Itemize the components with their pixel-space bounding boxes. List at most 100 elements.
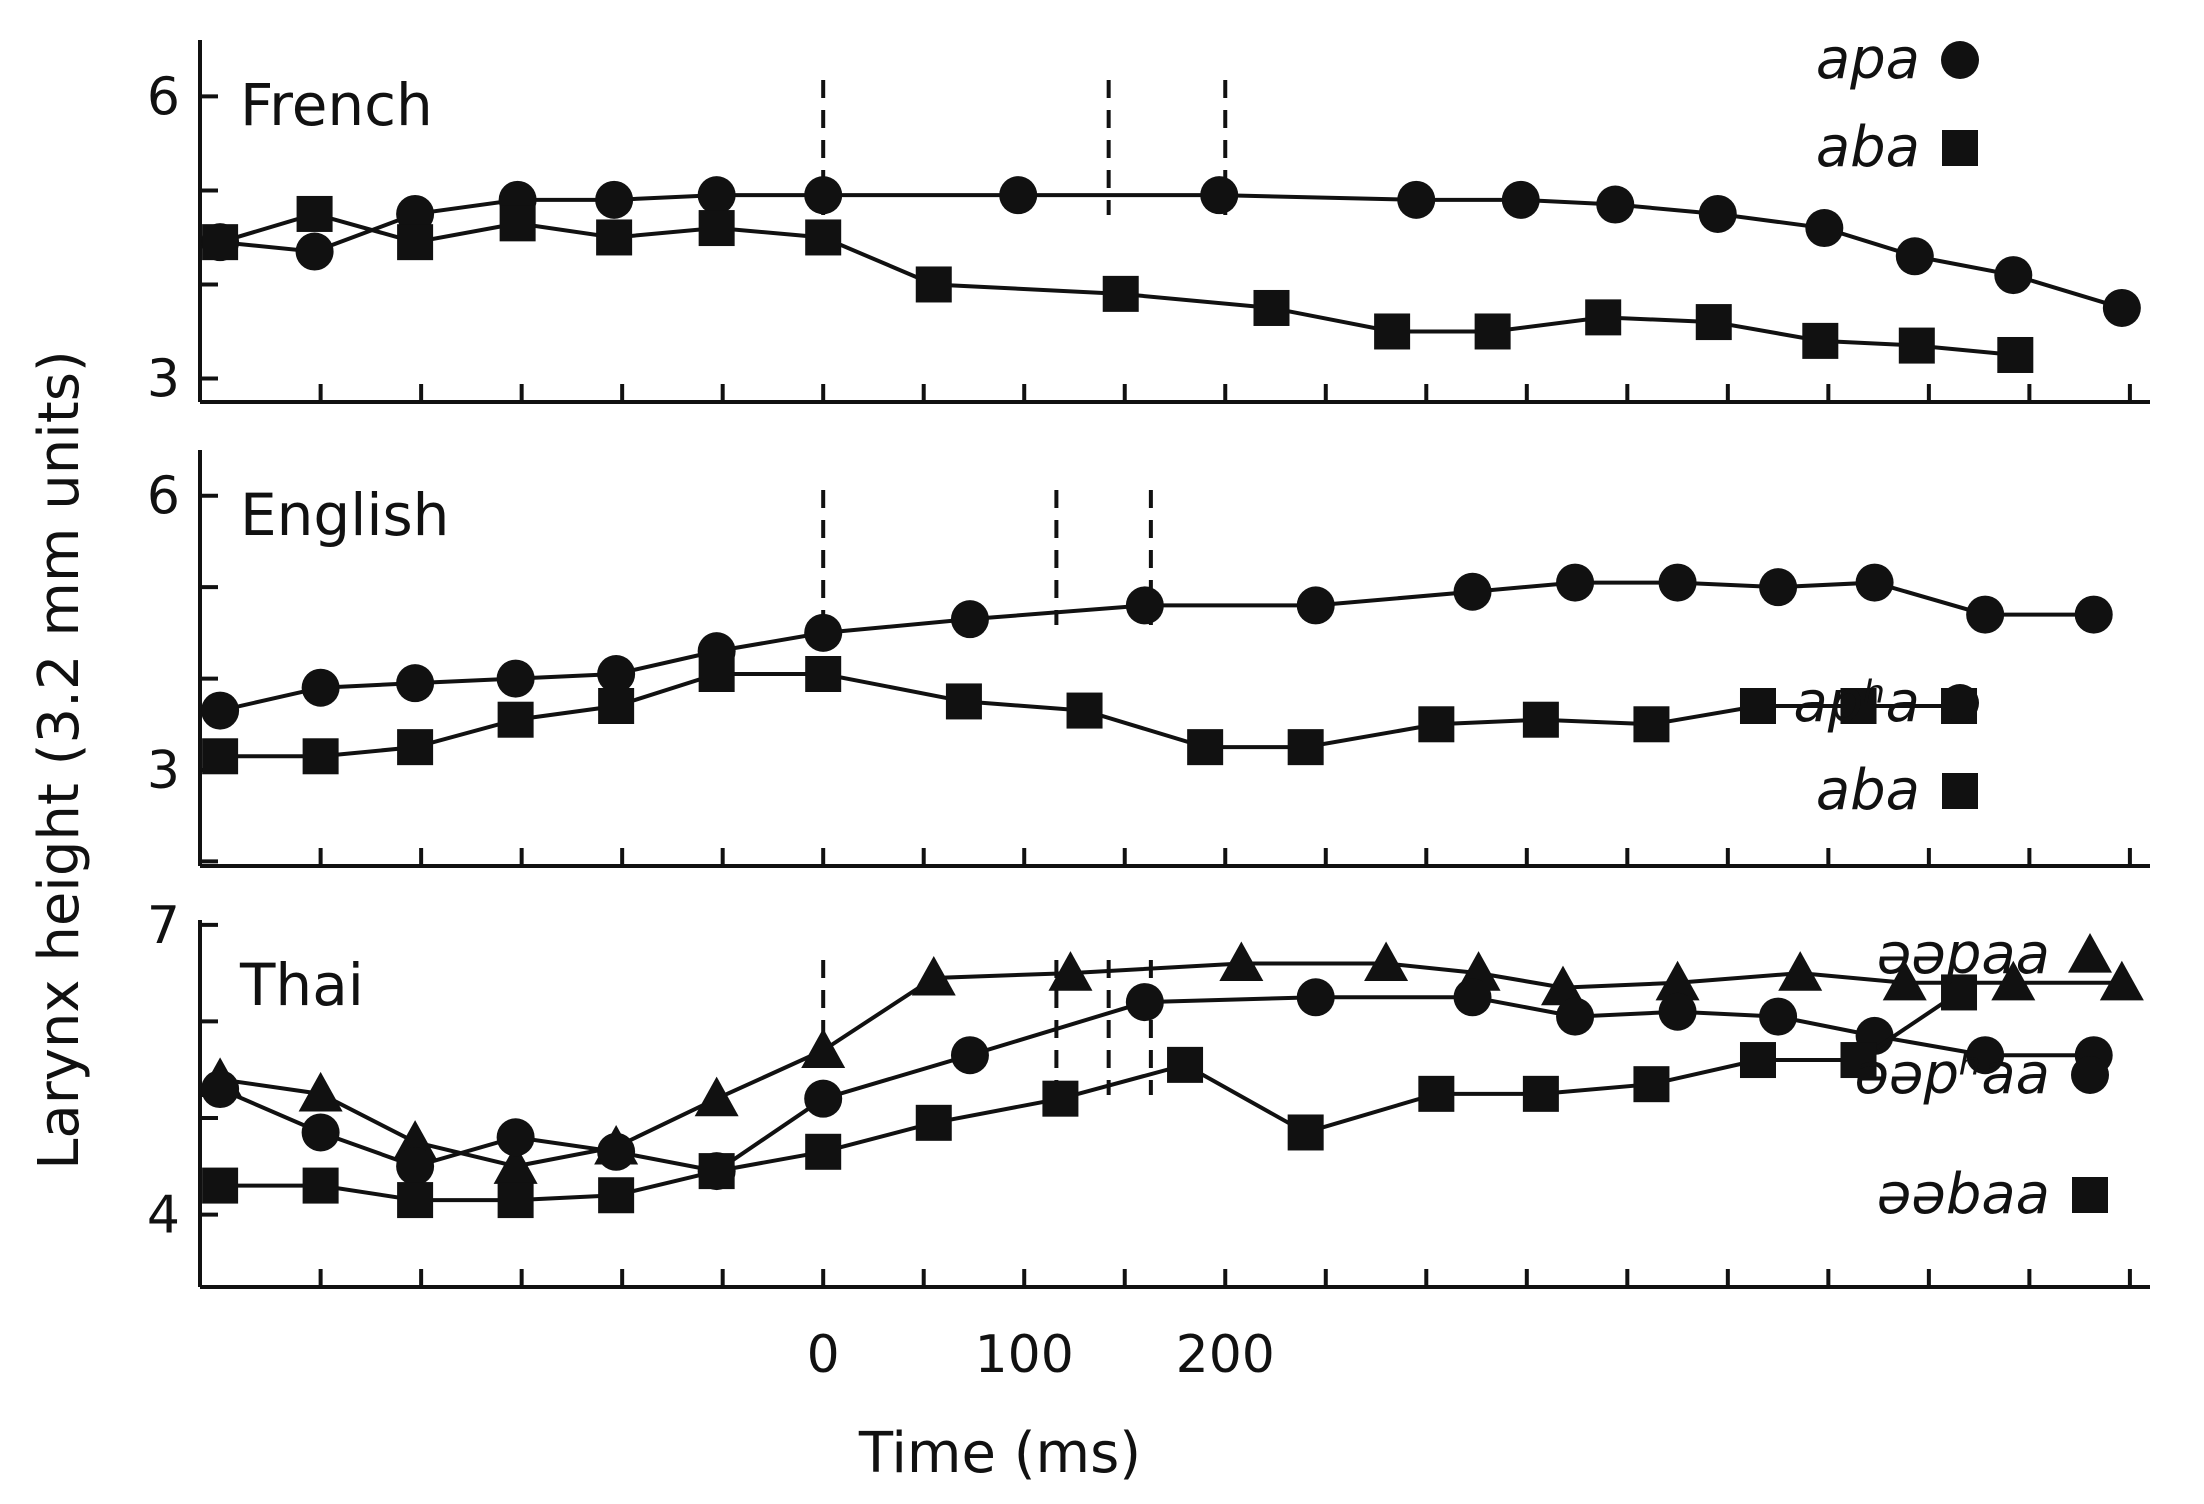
data-point-french-1 — [397, 224, 434, 261]
data-point-thai-0 — [1364, 941, 1409, 982]
data-point-thai-2 — [915, 1104, 952, 1141]
data-point-thai-0 — [1540, 965, 1585, 1006]
series-french-0 — [201, 176, 2141, 327]
panel-english-y-tick-label: 6 — [147, 467, 180, 527]
data-point-english-0 — [597, 655, 636, 693]
data-point-thai-0 — [2099, 960, 2144, 1001]
data-point-thai-1 — [1759, 997, 1798, 1036]
legend-label-french-1: aba — [1816, 115, 1920, 180]
data-point-french-0 — [1596, 185, 1635, 224]
legend-label-thai-1: əəpʰaa — [1855, 1042, 2050, 1107]
data-point-thai-1 — [1658, 992, 1697, 1031]
legend-marker-thai-1 — [2071, 1056, 2109, 1094]
data-point-french-1 — [1102, 275, 1139, 312]
data-point-english-1 — [1287, 729, 1324, 766]
data-point-english-1 — [1633, 706, 1670, 743]
data-point-english-1 — [805, 656, 842, 692]
data-point-thai-1 — [496, 1118, 535, 1157]
data-point-thai-1 — [201, 1070, 240, 1109]
panel-french-title: French — [240, 71, 433, 139]
data-point-french-1 — [499, 205, 536, 242]
data-point-english-0 — [1855, 563, 1894, 602]
data-point-thai-2 — [202, 1167, 239, 1204]
panel-french: 3 6 French apa aba — [147, 27, 2150, 409]
data-point-french-1 — [1474, 313, 1511, 350]
legend-marker-english-0 — [1941, 684, 1979, 722]
data-point-french-1 — [1585, 299, 1622, 336]
data-point-french-0 — [1698, 194, 1737, 233]
data-point-french-0 — [1895, 237, 1934, 276]
series-french-1 — [202, 195, 2034, 373]
panel-thai-title: Thai — [239, 951, 364, 1019]
data-point-thai-1 — [804, 1079, 843, 1118]
data-point-french-1 — [1374, 313, 1411, 350]
data-point-english-0 — [1296, 586, 1335, 625]
data-point-thai-1 — [301, 1113, 340, 1152]
data-point-english-0 — [1759, 568, 1798, 607]
chart-panels: 3 6 French apa aba 3 6 English apʰa aba 4 7 Thai əəpa… — [147, 27, 2150, 1289]
x-tick-label: 0 — [807, 1325, 840, 1385]
data-point-english-1 — [302, 738, 339, 775]
data-point-french-1 — [1253, 289, 1290, 326]
data-point-english-0 — [1658, 563, 1697, 602]
data-point-thai-1 — [1125, 983, 1164, 1022]
data-point-english-0 — [301, 668, 340, 707]
data-point-french-0 — [1397, 180, 1436, 219]
data-point-thai-1 — [1453, 978, 1492, 1017]
data-point-thai-0 — [1991, 960, 2036, 1001]
data-point-thai-0 — [298, 1071, 343, 1112]
panel-english-title: English — [240, 481, 449, 549]
data-point-english-1 — [1739, 688, 1776, 724]
data-point-thai-0 — [1048, 951, 1093, 991]
data-point-thai-2 — [598, 1177, 635, 1214]
data-point-english-1 — [1418, 706, 1455, 743]
data-point-french-0 — [295, 232, 334, 271]
data-point-french-1 — [1802, 322, 1839, 359]
panel-english-y-tick-label: 3 — [147, 741, 180, 801]
data-point-french-1 — [202, 224, 239, 261]
series-thai-2 — [202, 974, 1978, 1219]
data-point-french-0 — [999, 176, 1038, 215]
data-point-thai-0 — [911, 955, 956, 996]
panel-thai-y-tick-label: 4 — [147, 1186, 180, 1246]
data-point-thai-0 — [493, 1144, 538, 1184]
data-point-thai-1 — [597, 1132, 636, 1171]
data-point-thai-2 — [1418, 1075, 1455, 1112]
legend-marker-french-0 — [1941, 41, 1979, 79]
legend-label-english-1: aba — [1816, 758, 1920, 823]
data-point-thai-2 — [1739, 1042, 1776, 1079]
data-point-thai-2 — [1522, 1075, 1559, 1112]
data-point-english-0 — [950, 600, 989, 639]
legend-marker-english-1 — [1942, 773, 1978, 809]
data-point-thai-0 — [1655, 960, 1700, 1001]
data-point-french-0 — [804, 176, 843, 215]
data-point-thai-0 — [1219, 941, 1264, 982]
panel-french-y-tick-label: 3 — [147, 349, 180, 409]
data-point-french-0 — [2102, 288, 2141, 327]
series-thai-0 — [198, 941, 2144, 1184]
data-point-english-1 — [1840, 688, 1877, 724]
data-point-french-1 — [1997, 336, 2034, 373]
data-point-french-1 — [296, 195, 333, 232]
y-axis-label: Larynx height (3.2 mm units) — [27, 350, 92, 1170]
data-point-english-0 — [496, 659, 535, 698]
data-point-english-0 — [1125, 586, 1164, 625]
data-point-thai-2 — [497, 1182, 534, 1219]
data-point-thai-2 — [1167, 1046, 1204, 1083]
data-point-english-1 — [1066, 692, 1103, 729]
series-line-thai-2 — [220, 990, 1961, 1203]
data-point-thai-0 — [694, 1076, 739, 1117]
panel-french-y-tick-label: 6 — [147, 67, 180, 127]
data-point-thai-0 — [393, 1120, 438, 1160]
data-point-english-1 — [497, 701, 534, 738]
data-point-french-1 — [1695, 304, 1732, 341]
data-point-thai-2 — [1633, 1066, 1670, 1103]
data-point-english-0 — [201, 691, 240, 730]
legend-label-french-0: apa — [1816, 27, 1920, 92]
data-point-french-0 — [595, 180, 634, 219]
data-point-thai-1 — [396, 1147, 435, 1186]
data-point-thai-2 — [1042, 1080, 1079, 1117]
data-point-thai-1 — [1296, 978, 1335, 1017]
data-point-thai-1 — [1966, 1036, 2005, 1075]
